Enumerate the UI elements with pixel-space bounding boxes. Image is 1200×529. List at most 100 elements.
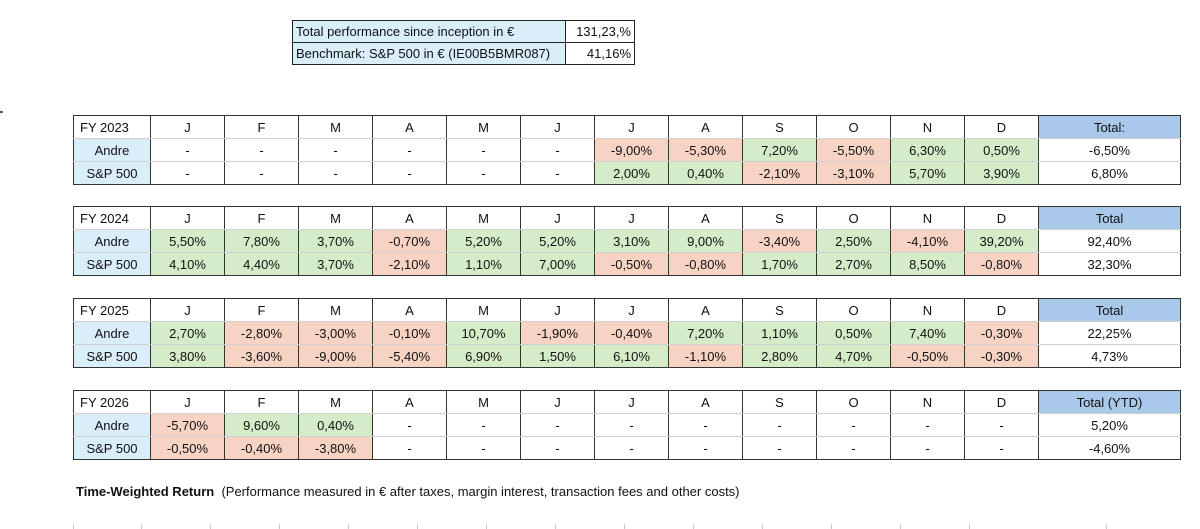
table-row: S&P 500 3,80% -3,60% -9,00% -5,40% 6,90% 1,50%…	[73, 344, 1181, 368]
gridline-tick	[693, 524, 694, 529]
month-header: J	[150, 298, 225, 322]
total-return-cell: 4,73%	[1038, 344, 1181, 368]
table-row: Andre - - - - - - -9,00% -5,30% 7,20% -5,50% 6,30% 0…	[73, 138, 1181, 162]
performance-table: FY 2024 J F M A M J J A S O N D Total Andre 5,50% 7,80% 3…	[73, 206, 1181, 276]
monthly-return-cell: -	[446, 413, 521, 437]
monthly-return-cell: 7,80%	[224, 229, 299, 253]
month-header: A	[668, 206, 743, 230]
performance-table: FY 2025 J F M A M J J A S O N D Total Andre 2,70% -2,80%…	[73, 298, 1181, 368]
monthly-return-cell: -	[520, 436, 595, 460]
monthly-return-cell: 3,70%	[298, 229, 373, 253]
monthly-return-cell: 7,20%	[668, 321, 743, 345]
monthly-return-cell: -	[372, 413, 447, 437]
month-header: J	[520, 298, 595, 322]
month-header: N	[890, 390, 965, 414]
total-return-cell: 6,80%	[1038, 161, 1181, 185]
month-header: S	[742, 390, 817, 414]
table-row: Andre -5,70% 9,60% 0,40% - - - - - - - - -5,20%	[73, 413, 1181, 437]
month-header: M	[446, 115, 521, 139]
row-label: Andre	[73, 413, 151, 437]
month-header: F	[224, 115, 299, 139]
monthly-return-cell: 2,70%	[816, 252, 891, 276]
monthly-return-cell: -	[298, 161, 373, 185]
month-header: A	[372, 115, 447, 139]
month-header: O	[816, 390, 891, 414]
monthly-return-cell: 10,70%	[446, 321, 521, 345]
month-header: J	[594, 298, 669, 322]
summary-label: Total performance since inception in €	[292, 20, 566, 43]
row-label: Andre	[73, 321, 151, 345]
month-header: D	[964, 298, 1039, 322]
monthly-return-cell: 3,70%	[298, 252, 373, 276]
monthly-return-cell: 3,90%	[964, 161, 1039, 185]
monthly-return-cell: -	[816, 413, 891, 437]
footnote: Time-Weighted Return (Performance measur…	[76, 484, 740, 499]
fiscal-year-label: FY 2025	[73, 298, 151, 322]
monthly-return-cell: -	[150, 138, 225, 162]
monthly-return-cell: -9,00%	[298, 344, 373, 368]
monthly-return-cell: -5,50%	[816, 138, 891, 162]
month-header: M	[298, 115, 373, 139]
monthly-return-cell: 6,30%	[890, 138, 965, 162]
monthly-return-cell: 4,40%	[224, 252, 299, 276]
table-row: S&P 500- - - - - -2,00% 0,40% -2,10% -3,10% 5,70%…	[73, 161, 1181, 185]
total-header: Total	[1038, 298, 1181, 322]
monthly-return-cell: 5,70%	[890, 161, 965, 185]
monthly-return-cell: -	[668, 413, 743, 437]
total-return-cell: 32,30%	[1038, 252, 1181, 276]
month-header: M	[446, 298, 521, 322]
monthly-return-cell: -	[150, 161, 225, 185]
monthly-return-cell: -	[520, 161, 595, 185]
monthly-return-cell: -	[668, 436, 743, 460]
monthly-return-cell: 0,50%	[964, 138, 1039, 162]
monthly-return-cell: -5,70%	[150, 413, 225, 437]
monthly-return-cell: -	[594, 436, 669, 460]
monthly-return-cell: -0,40%	[224, 436, 299, 460]
month-header: J	[520, 206, 595, 230]
monthly-return-cell: -1,90%	[520, 321, 595, 345]
month-header: N	[890, 115, 965, 139]
monthly-return-cell: -	[372, 436, 447, 460]
gridline-tick	[486, 524, 487, 529]
table-row: S&P 500 4,10% 4,40% 3,70% -2,10% 1,10% 7,00% -0…	[73, 252, 1181, 276]
monthly-return-cell: 2,00%	[594, 161, 669, 185]
monthly-return-cell: -	[742, 413, 817, 437]
total-return-cell: 22,25%	[1038, 321, 1181, 345]
row-label: Andre	[73, 138, 151, 162]
footnote-title: Time-Weighted Return	[76, 484, 215, 499]
monthly-return-cell: 0,40%	[668, 161, 743, 185]
monthly-return-cell: -	[964, 413, 1039, 437]
fiscal-year-label: FY 2024	[73, 206, 151, 230]
fiscal-year-label: FY 2023	[73, 115, 151, 139]
monthly-return-cell: -	[298, 138, 373, 162]
total-header: Total:	[1038, 115, 1181, 139]
gridline-tick	[279, 524, 280, 529]
month-header: S	[742, 298, 817, 322]
month-header: J	[594, 206, 669, 230]
monthly-return-cell: 3,80%	[150, 344, 225, 368]
gridline-tick	[141, 524, 142, 529]
row-label: S&P 500	[73, 344, 151, 368]
monthly-return-cell: -	[742, 436, 817, 460]
row-label: S&P 500	[73, 436, 151, 460]
gridline-tick	[969, 524, 970, 529]
performance-table: FY 2023 J F M A M J J A S O N D Total: Andre - - - - - - -9,0…	[73, 115, 1181, 185]
fiscal-year-label: FY 2026	[73, 390, 151, 414]
total-return-cell: -6,50%	[1038, 138, 1181, 162]
gridline-tick	[900, 524, 901, 529]
summary-label: Benchmark: S&P 500 in € (IE00B5BMR087)	[292, 42, 566, 65]
month-header: D	[964, 206, 1039, 230]
month-header: F	[224, 298, 299, 322]
month-header: J	[150, 206, 225, 230]
monthly-return-cell: -	[890, 413, 965, 437]
monthly-return-cell: -2,10%	[742, 161, 817, 185]
monthly-return-cell: 5,20%	[446, 229, 521, 253]
monthly-return-cell: -5,40%	[372, 344, 447, 368]
monthly-return-cell: 9,00%	[668, 229, 743, 253]
row-label: S&P 500	[73, 252, 151, 276]
month-header: O	[816, 206, 891, 230]
row-label: S&P 500	[73, 161, 151, 185]
monthly-return-cell: 4,70%	[816, 344, 891, 368]
monthly-return-cell: -4,10%	[890, 229, 965, 253]
summary-value: 41,16%	[565, 42, 635, 65]
